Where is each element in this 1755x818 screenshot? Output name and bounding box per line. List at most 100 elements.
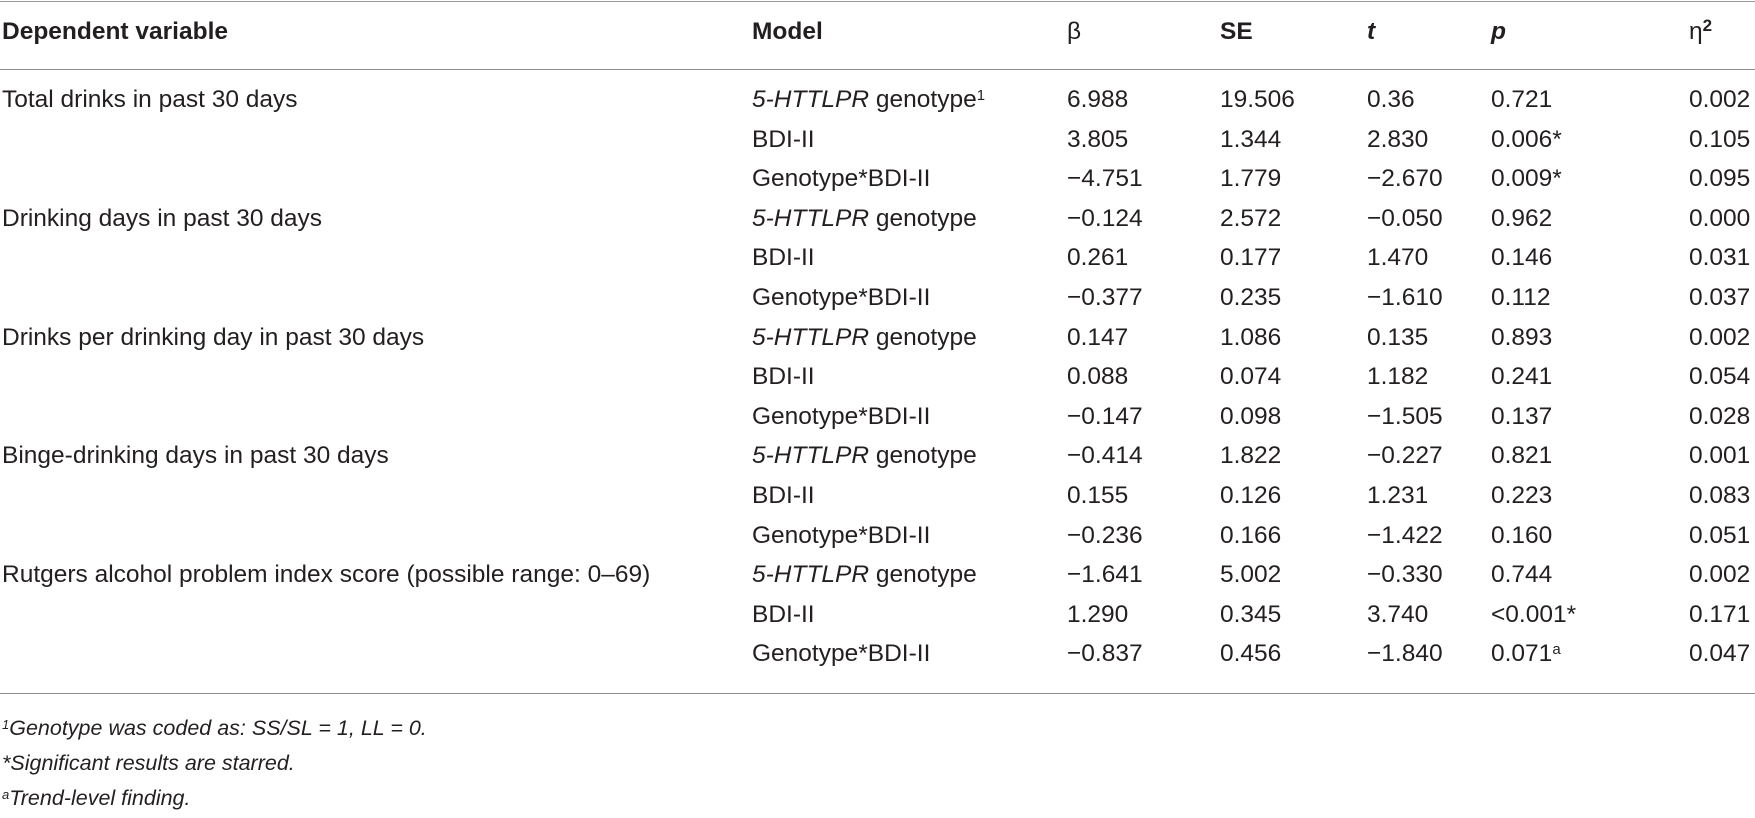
header-eta: η — [1689, 18, 1703, 45]
p-cell: 0.893 — [1491, 323, 1552, 353]
beta-cell: −0.837 — [1067, 640, 1143, 667]
p-cell: 0.223 — [1491, 481, 1552, 511]
footnote-marker: 1 — [976, 87, 986, 104]
eta-squared-cell: 0.083 — [1689, 482, 1751, 509]
model-cell: Genotype*BDI-II — [752, 521, 930, 551]
model-cell: 5-HTTLPR genotype — [752, 204, 977, 234]
model-gene-name: 5-HTTLPR — [752, 442, 870, 469]
p-cell: 0.962 — [1491, 204, 1552, 234]
se-cell: 0.235 — [1220, 284, 1282, 311]
eta-squared-cell: 0.002 — [1689, 561, 1751, 588]
p-value: 0.009* — [1491, 165, 1562, 192]
se-cell: 0.098 — [1220, 403, 1282, 430]
footnote: 1Genotype was coded as: SS/SL = 1, LL = … — [2, 715, 427, 741]
model-label: BDI-II — [752, 482, 815, 509]
beta-cell: 0.088 — [1067, 363, 1129, 390]
t-cell: 2.830 — [1367, 126, 1429, 153]
model-cell: Genotype*BDI-II — [752, 283, 930, 313]
se-cell: 5.002 — [1220, 561, 1282, 588]
se-cell: 0.456 — [1220, 640, 1282, 667]
model-label: BDI-II — [752, 363, 815, 390]
beta-cell: −0.124 — [1067, 205, 1143, 232]
model-label: Genotype*BDI-II — [752, 165, 931, 192]
t-cell: −1.422 — [1367, 522, 1443, 549]
beta-cell: 0.147 — [1067, 324, 1129, 351]
model-label: BDI-II — [752, 126, 815, 153]
model-cell: Genotype*BDI-II — [752, 402, 930, 432]
p-value: 0.146 — [1491, 244, 1553, 271]
model-cell: Genotype*BDI-II — [752, 639, 930, 669]
t-cell: −1.610 — [1367, 284, 1443, 311]
p-cell: 0.821 — [1491, 441, 1552, 471]
eta-squared-cell: 0.031 — [1689, 244, 1751, 271]
p-value: 0.112 — [1491, 284, 1551, 311]
model-cell: BDI-II — [752, 481, 815, 511]
beta-cell: −4.751 — [1067, 165, 1143, 192]
model-label: Genotype*BDI-II — [752, 522, 931, 549]
header-t: t — [1367, 18, 1376, 45]
header-p: p — [1491, 18, 1506, 45]
t-cell: 3.740 — [1367, 601, 1429, 628]
se-cell: 0.074 — [1220, 363, 1282, 390]
t-cell: −0.050 — [1367, 205, 1443, 232]
p-value: 0.721 — [1491, 86, 1553, 113]
p-cell: 0.241 — [1491, 362, 1552, 392]
model-cell: 5-HTTLPR genotype — [752, 323, 977, 353]
eta-squared-cell: 0.037 — [1689, 284, 1751, 311]
beta-cell: 0.261 — [1067, 244, 1129, 271]
p-value: 0.223 — [1491, 482, 1553, 509]
eta-squared-cell: 0.028 — [1689, 403, 1751, 430]
beta-cell: −0.236 — [1067, 522, 1143, 549]
p-value: 0.071 — [1491, 640, 1553, 667]
eta-squared-cell: 0.047 — [1689, 640, 1751, 667]
t-cell: −2.670 — [1367, 165, 1443, 192]
eta-squared-cell: 0.054 — [1689, 363, 1751, 390]
beta-cell: 1.290 — [1067, 601, 1129, 628]
se-cell: 0.177 — [1220, 244, 1282, 271]
header-rule — [0, 69, 1755, 70]
eta-squared-cell: 0.002 — [1689, 324, 1751, 351]
p-cell: 0.721 — [1491, 85, 1552, 115]
model-label: BDI-II — [752, 601, 815, 628]
dependent-variable-cell: Drinking days in past 30 days — [2, 205, 323, 232]
footnote-text: *Significant results are starred. — [2, 751, 295, 775]
beta-cell: 3.805 — [1067, 126, 1129, 153]
model-label: genotype — [869, 86, 977, 113]
footnote-text: Trend-level finding. — [9, 786, 191, 810]
p-value: 0.821 — [1491, 442, 1553, 469]
footnote: *Significant results are starred. — [2, 750, 295, 776]
header-model: Model — [752, 18, 823, 45]
model-gene-name: 5-HTTLPR — [752, 205, 870, 232]
dependent-variable-cell: Total drinks in past 30 days — [2, 86, 298, 113]
table-top-rule — [0, 1, 1755, 2]
model-gene-name: 5-HTTLPR — [752, 324, 870, 351]
model-gene-name: 5-HTTLPR — [752, 561, 870, 588]
model-label: genotype — [869, 561, 977, 588]
eta-squared-cell: 0.002 — [1689, 86, 1751, 113]
footnote-mark: a — [2, 787, 10, 802]
se-cell: 0.166 — [1220, 522, 1282, 549]
p-cell: 0.112 — [1491, 283, 1551, 313]
se-cell: 19.506 — [1220, 86, 1295, 113]
footnote-marker: a — [1552, 641, 1561, 658]
model-cell: Genotype*BDI-II — [752, 164, 930, 194]
eta-squared-cell: 0.001 — [1689, 442, 1751, 469]
model-cell: BDI-II — [752, 362, 815, 392]
footnote: aTrend-level finding. — [2, 785, 190, 811]
t-cell: 1.182 — [1367, 363, 1429, 390]
t-cell: 0.135 — [1367, 324, 1429, 351]
beta-cell: −1.641 — [1067, 561, 1143, 588]
model-label: BDI-II — [752, 244, 815, 271]
dependent-variable-cell: Rutgers alcohol problem index score (pos… — [2, 561, 651, 588]
model-cell: BDI-II — [752, 600, 815, 630]
model-label: Genotype*BDI-II — [752, 284, 931, 311]
header-beta: β — [1067, 18, 1082, 45]
eta-squared-cell: 0.000 — [1689, 205, 1751, 232]
eta-squared-cell: 0.095 — [1689, 165, 1751, 192]
header-se: SE — [1220, 18, 1253, 45]
footnote-mark: 1 — [2, 717, 10, 732]
eta-squared-cell: 0.171 — [1689, 601, 1751, 628]
se-cell: 2.572 — [1220, 205, 1282, 232]
p-cell: 0.146 — [1491, 243, 1552, 273]
p-cell: <0.001* — [1491, 600, 1576, 630]
